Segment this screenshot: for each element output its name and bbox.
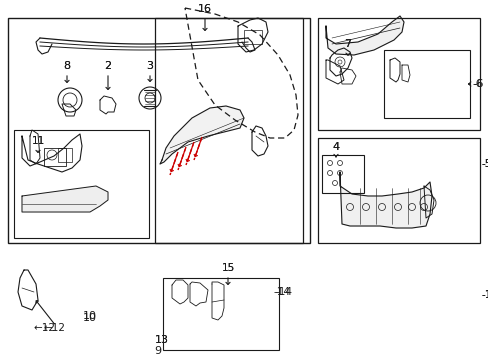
Text: 2: 2 [104,61,111,71]
Bar [58,148,72,162]
Text: -1: -1 [481,290,488,300]
Text: -6: -6 [472,79,482,89]
Text: 7: 7 [344,39,351,49]
Text: 15: 15 [221,263,234,273]
Text: 16: 16 [198,4,212,14]
Text: 8: 8 [63,61,70,71]
Bar [383,50,469,118]
Bar [317,138,479,243]
Bar [163,278,279,350]
Text: 3: 3 [146,61,153,71]
Text: -5: -5 [481,159,488,169]
Polygon shape [325,16,403,55]
Bar [155,18,303,243]
Bar [44,148,66,166]
Text: 2: 2 [104,61,111,71]
Text: 11: 11 [31,136,44,146]
Text: ←12: ←12 [44,323,66,333]
Text: 13: 13 [155,335,169,345]
Text: 16: 16 [198,4,212,14]
Text: 11: 11 [31,136,44,146]
Polygon shape [22,186,108,212]
Text: 13: 13 [155,335,169,345]
Polygon shape [160,106,244,164]
Text: -6: -6 [473,79,483,89]
Text: -1: -1 [481,290,488,300]
Bar [8,18,309,243]
Text: ←12: ←12 [34,323,56,333]
Text: 4: 4 [332,142,339,152]
Bar [14,130,149,238]
Text: 3: 3 [146,61,153,71]
Text: 10: 10 [83,313,97,323]
Text: 10: 10 [83,311,97,321]
Polygon shape [339,172,431,228]
Text: -14: -14 [273,287,290,297]
Text: 4: 4 [332,142,339,152]
Bar [317,18,479,130]
Text: 9: 9 [154,346,161,356]
Text: 7: 7 [344,39,351,49]
Text: -5: -5 [481,159,488,169]
Text: 8: 8 [63,61,70,71]
Bar [321,155,363,193]
Text: 15: 15 [221,263,234,273]
Text: -14: -14 [275,287,292,297]
Bar [244,30,262,44]
